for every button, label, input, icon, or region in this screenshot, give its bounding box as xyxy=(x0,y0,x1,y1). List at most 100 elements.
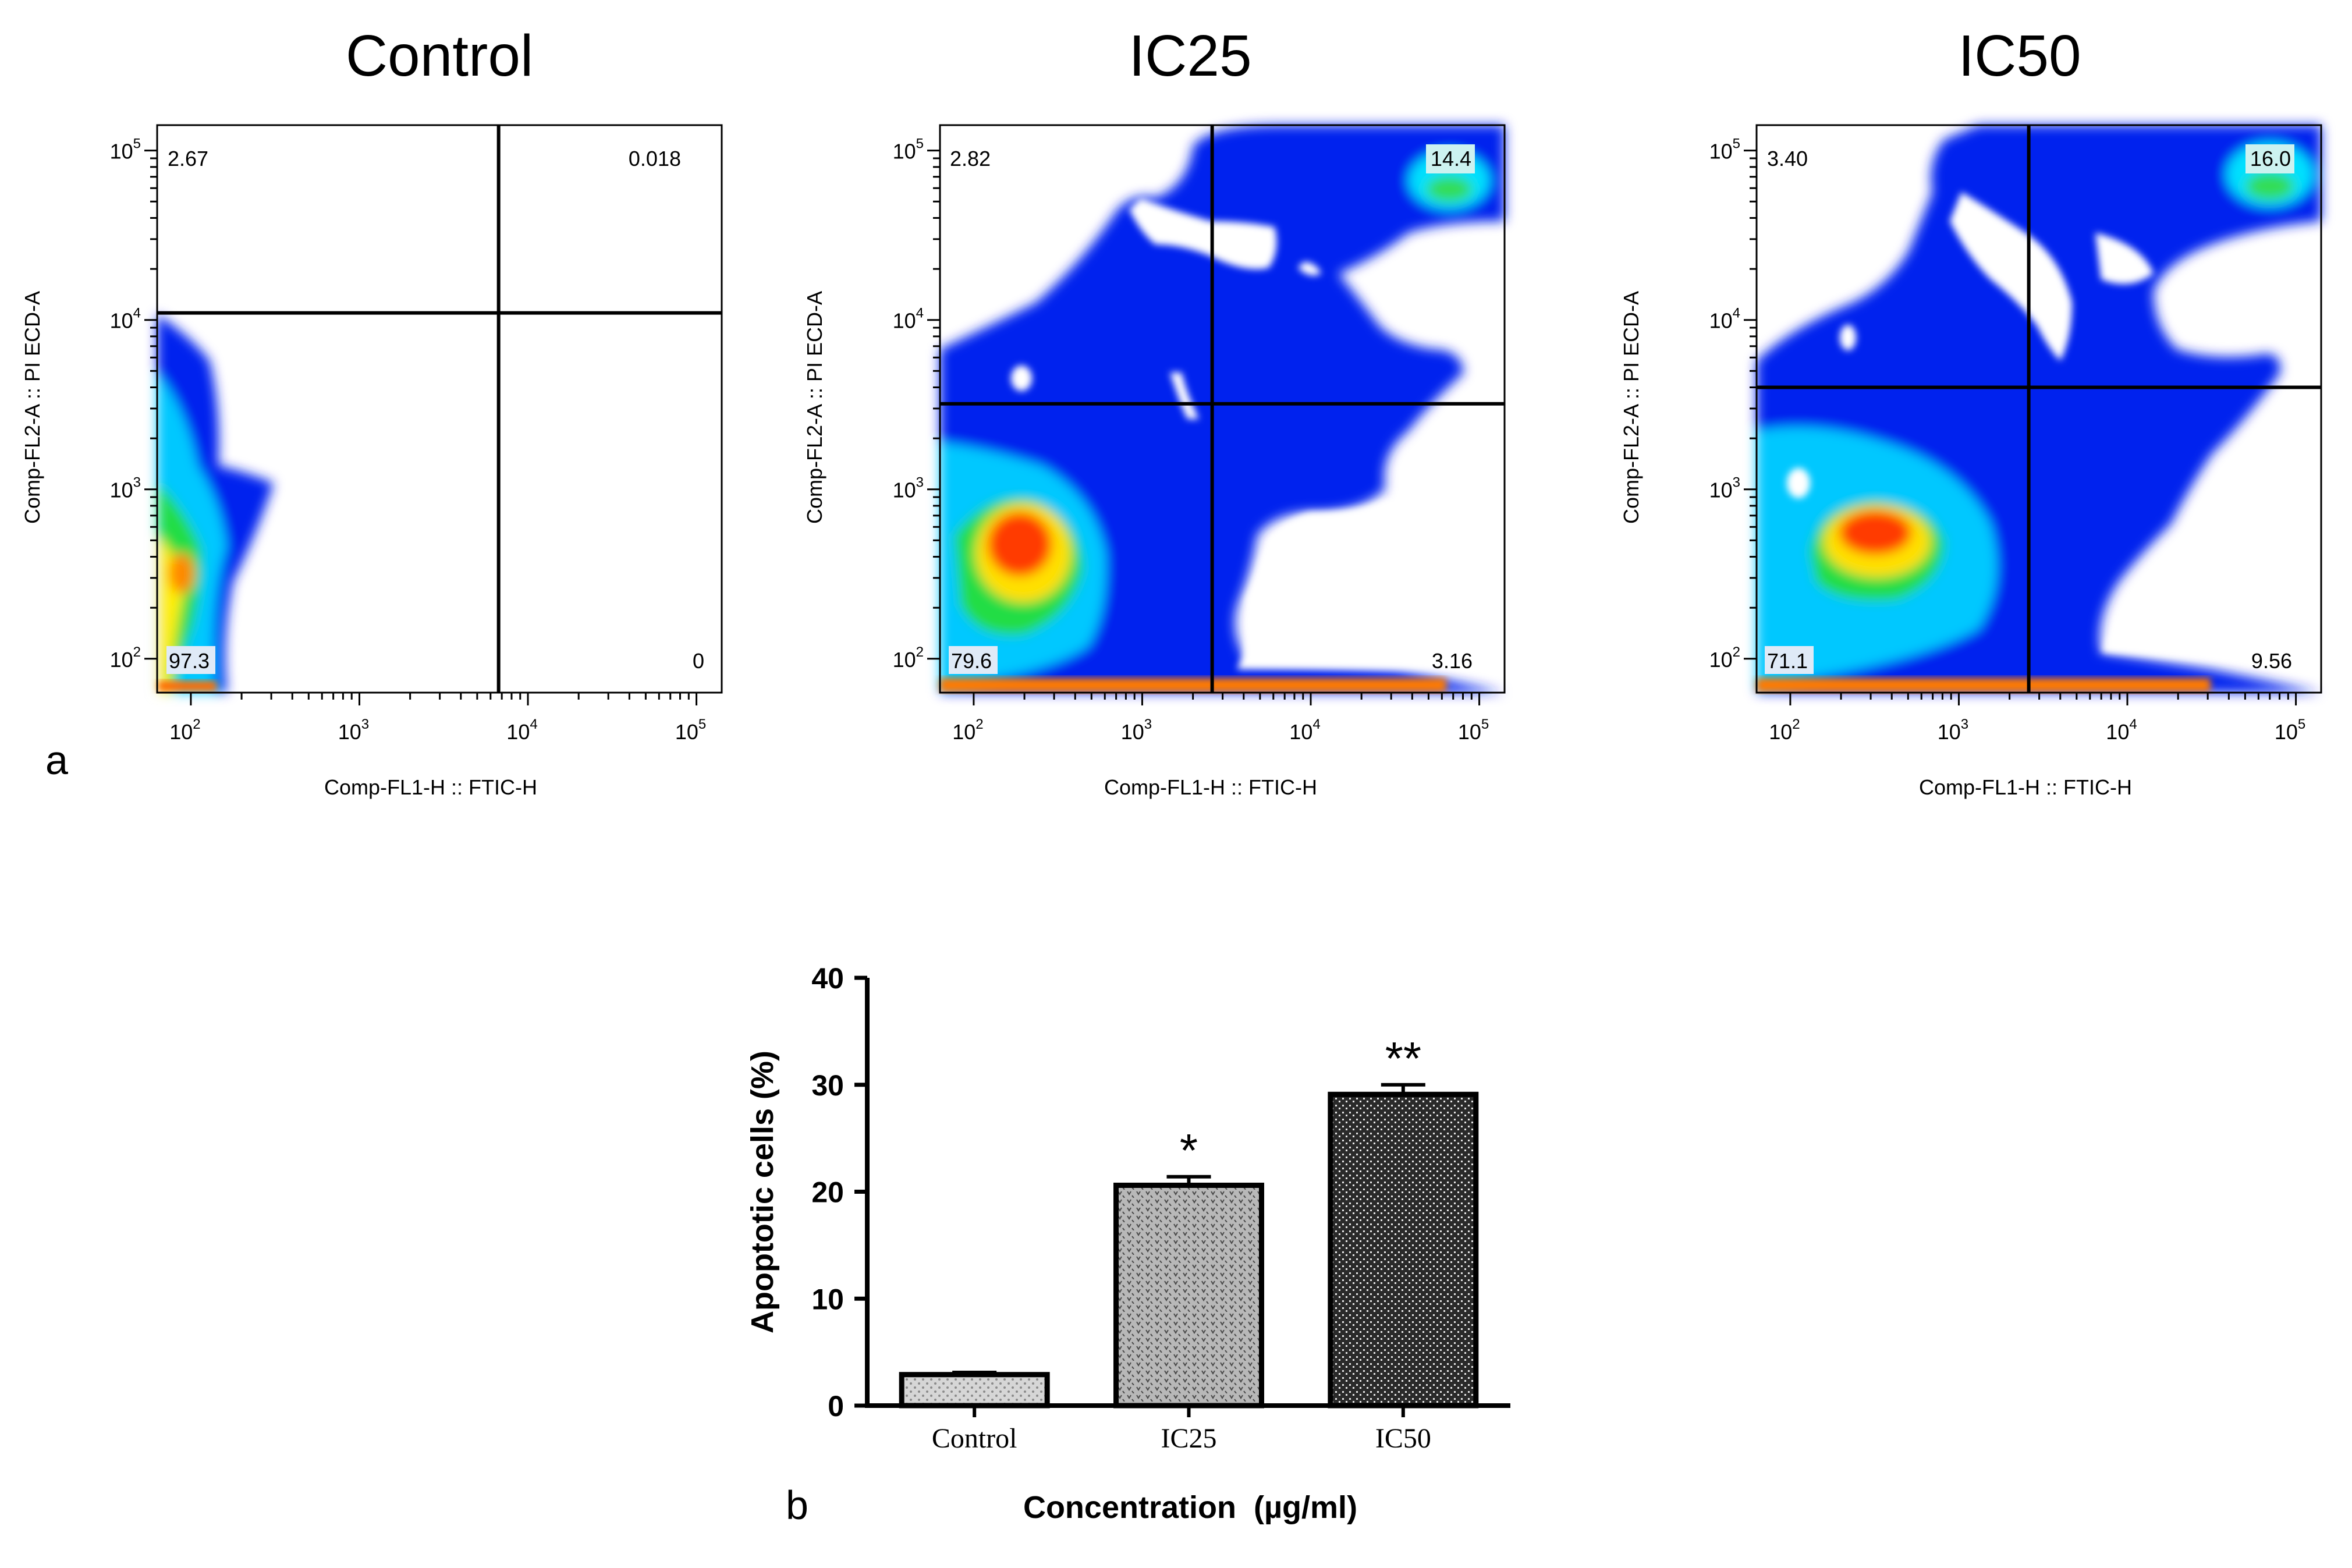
bar-y-tick-label: 20 xyxy=(811,1176,844,1209)
bar-y-tick-label: 10 xyxy=(811,1283,844,1315)
flow-plot-ic25: IC25 xyxy=(803,23,1506,799)
quadrant-upper-right-box xyxy=(2245,144,2294,173)
y-tick-label: 102 xyxy=(1709,644,1740,672)
x-tick-label: 105 xyxy=(2275,716,2305,744)
y-tick-label: 104 xyxy=(1709,306,1740,333)
quadrant-upper-left: 2.67 xyxy=(168,147,208,171)
bar-ic50 xyxy=(1328,1091,1479,1409)
x-tick-label: 104 xyxy=(2106,716,2137,744)
quadrant-lower-left-box xyxy=(166,646,215,674)
panel-a: Control 2.67 0.018 97.3 xyxy=(20,23,2322,799)
y-tick-label: 102 xyxy=(110,644,141,672)
x-axis-ticks: 102 103 104 105 xyxy=(169,693,706,744)
x-axis-ticks: 102 103 104 105 xyxy=(952,693,1489,744)
quadrant-labels: 2.67 0.018 97.3 0 xyxy=(166,147,704,674)
y-axis-label: Comp-FL2-A :: PI ECD-A xyxy=(1619,291,1643,524)
bar-x-tick-label: IC50 xyxy=(1375,1423,1431,1454)
x-tick-label: 103 xyxy=(338,716,369,744)
x-tick-label: 105 xyxy=(1458,716,1489,744)
bar-y-axis-label: Apoptotic cells (%) xyxy=(745,1051,780,1333)
quadrant-labels: 3.40 16.0 71.1 9.56 xyxy=(1765,144,2294,674)
flow-plot-ic50: IC50 xyxy=(1619,23,2322,799)
x-tick-label: 103 xyxy=(1121,716,1152,744)
bar-control xyxy=(899,1372,1050,1409)
x-tick-label: 105 xyxy=(675,716,706,744)
y-tick-label: 104 xyxy=(110,306,141,333)
density-red xyxy=(1839,510,1911,555)
y-tick-label: 105 xyxy=(110,136,141,164)
quadrant-lower-left: 97.3 xyxy=(169,649,210,673)
bar-y-tick-label: 0 xyxy=(828,1390,844,1422)
density-blobs xyxy=(157,314,274,693)
density-red xyxy=(169,553,194,594)
significance-marker: ** xyxy=(1385,1033,1421,1084)
quadrant-lower-left: 79.6 xyxy=(951,649,992,673)
quadrant-upper-left: 3.40 xyxy=(1767,147,1808,171)
y-axis-ticks: 102 103 104 105 xyxy=(1709,136,1757,672)
x-axis-label: Comp-FL1-H :: FTIC-H xyxy=(324,775,537,799)
density-blobs xyxy=(940,125,1505,693)
bar-y-tick-label: 40 xyxy=(811,962,844,995)
significance-marker: * xyxy=(1180,1124,1198,1176)
density-top-core xyxy=(1426,176,1473,202)
bar-x-axis-label: Concentration (µg/ml) xyxy=(1023,1490,1357,1525)
quadrant-lower-left-box xyxy=(949,646,998,674)
quadrant-upper-left: 2.82 xyxy=(950,147,991,171)
plot-title: Control xyxy=(346,23,533,88)
density-red xyxy=(988,512,1052,576)
y-tick-label: 103 xyxy=(1709,475,1740,502)
bar-x-tick-label: IC25 xyxy=(1161,1423,1217,1454)
plot-title: IC50 xyxy=(1958,23,2081,88)
quadrant-upper-right: 0.018 xyxy=(629,147,681,171)
x-tick-label: 102 xyxy=(1769,716,1800,744)
panel-label-b: b xyxy=(786,1482,808,1528)
y-tick-label: 104 xyxy=(893,306,924,333)
quadrant-gate xyxy=(157,125,722,693)
panel-b: 0 10 20 30 40 Control IC25 * IC50 ** Apoptotic c… xyxy=(745,962,1510,1528)
y-axis-label: Comp-FL2-A :: PI ECD-A xyxy=(20,291,44,524)
x-tick-label: 103 xyxy=(1938,716,1968,744)
plot-title: IC25 xyxy=(1129,23,1251,88)
density-top-core xyxy=(2245,172,2294,200)
quadrant-labels: 2.82 14.4 79.6 3.16 xyxy=(949,144,1475,674)
bar-marks: Control IC25 * IC50 ** xyxy=(899,1033,1479,1454)
y-tick-label: 105 xyxy=(1709,136,1740,164)
density-baseline xyxy=(940,678,1446,692)
quadrant-upper-right: 14.4 xyxy=(1431,147,1471,171)
x-tick-label: 102 xyxy=(169,716,200,744)
quadrant-gate xyxy=(940,125,1505,693)
quadrant-gate xyxy=(1757,125,2321,693)
quadrant-lower-left: 71.1 xyxy=(1767,649,1808,673)
plot-frame xyxy=(156,124,723,694)
x-axis-label: Comp-FL1-H :: FTIC-H xyxy=(1919,775,2132,799)
density-baseline xyxy=(158,681,217,691)
panel-label-a: a xyxy=(45,737,68,783)
density-blobs xyxy=(1757,125,2321,693)
y-axis-ticks: 102 103 104 105 xyxy=(893,136,940,672)
y-tick-label: 103 xyxy=(110,475,141,502)
bar-y-ticks: 0 10 20 30 40 xyxy=(811,962,867,1422)
bar-x-tick-label: Control xyxy=(932,1423,1017,1454)
x-axis-ticks: 102 103 104 105 xyxy=(1769,693,2305,744)
quadrant-lower-right: 0 xyxy=(693,649,704,673)
y-tick-label: 103 xyxy=(893,475,924,502)
quadrant-upper-right: 16.0 xyxy=(2250,147,2291,171)
bar-y-tick-label: 30 xyxy=(811,1069,844,1102)
quadrant-lower-left-box xyxy=(1765,646,1814,674)
density-gaps xyxy=(1011,198,1505,669)
x-tick-label: 104 xyxy=(1289,716,1320,744)
x-axis-label: Comp-FL1-H :: FTIC-H xyxy=(1104,775,1317,799)
density-baseline xyxy=(1757,678,2211,692)
y-axis-ticks: 102 103 104 105 xyxy=(110,136,157,672)
quadrant-lower-right: 3.16 xyxy=(1432,649,1473,673)
x-tick-label: 102 xyxy=(952,716,983,744)
bar-ic25 xyxy=(1113,1182,1264,1409)
y-axis-label: Comp-FL2-A :: PI ECD-A xyxy=(803,291,826,524)
quadrant-upper-right-box xyxy=(1426,144,1475,173)
y-tick-label: 105 xyxy=(893,136,924,164)
quadrant-lower-right: 9.56 xyxy=(2251,649,2292,673)
flow-plot-control: Control 2.67 0.018 97.3 xyxy=(20,23,723,799)
density-gaps xyxy=(1787,192,2321,669)
x-tick-label: 104 xyxy=(506,716,537,744)
